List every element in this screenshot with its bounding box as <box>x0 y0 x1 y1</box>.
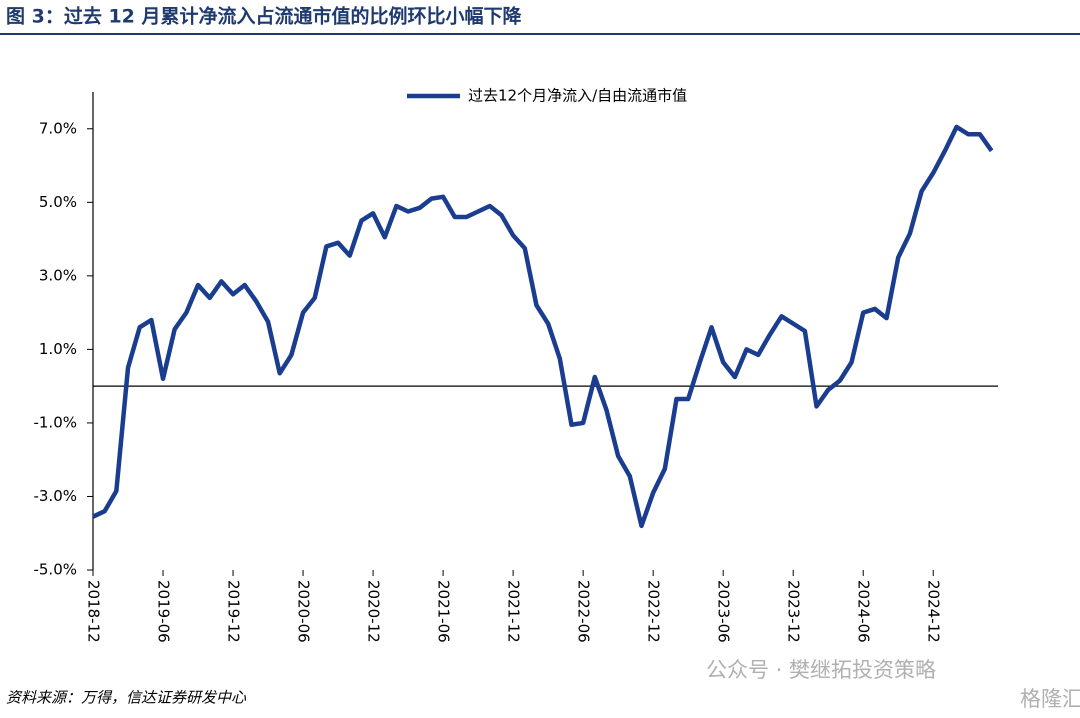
x-tick-label: 2021-06 <box>435 580 453 643</box>
x-tick-label: 2021-12 <box>505 580 523 643</box>
y-tick-label: -3.0% <box>33 487 77 505</box>
legend-label: 过去12个月净流入/自由流通市值 <box>468 87 687 105</box>
x-tick-label: 2023-06 <box>715 580 733 643</box>
series-line <box>92 124 994 529</box>
x-tick-label: 2019-12 <box>225 580 243 643</box>
x-tick-label: 2019-06 <box>155 580 173 643</box>
y-tick-label: -1.0% <box>33 413 77 431</box>
chart-title: 图 3：过去 12 月累计净流入占流通市值的比例环比小幅下降 <box>6 5 523 28</box>
y-tick-label: 1.0% <box>39 340 77 358</box>
x-tick-label: 2024-12 <box>925 580 943 643</box>
x-tick-label: 2022-06 <box>575 580 593 643</box>
x-tick-label: 2020-06 <box>295 580 313 643</box>
y-tick-label: 5.0% <box>39 193 77 211</box>
y-tick-label: 7.0% <box>39 119 77 137</box>
watermark: 格隆汇 <box>1020 687 1080 711</box>
x-tick-label: 2020-12 <box>365 580 383 643</box>
source: 资料来源：万得，信达证券研发中心 <box>6 689 247 707</box>
x-tick-label: 2023-12 <box>785 580 803 643</box>
x-tick-label: 2018-12 <box>85 580 103 643</box>
y-tick-label: -5.0% <box>33 561 77 579</box>
y-tick-label: 3.0% <box>39 266 77 284</box>
x-tick-label: 2024-06 <box>855 580 873 643</box>
x-tick-label: 2022-12 <box>645 580 663 643</box>
watermark: 公众号 · 樊继拓投资策略 <box>706 658 936 682</box>
